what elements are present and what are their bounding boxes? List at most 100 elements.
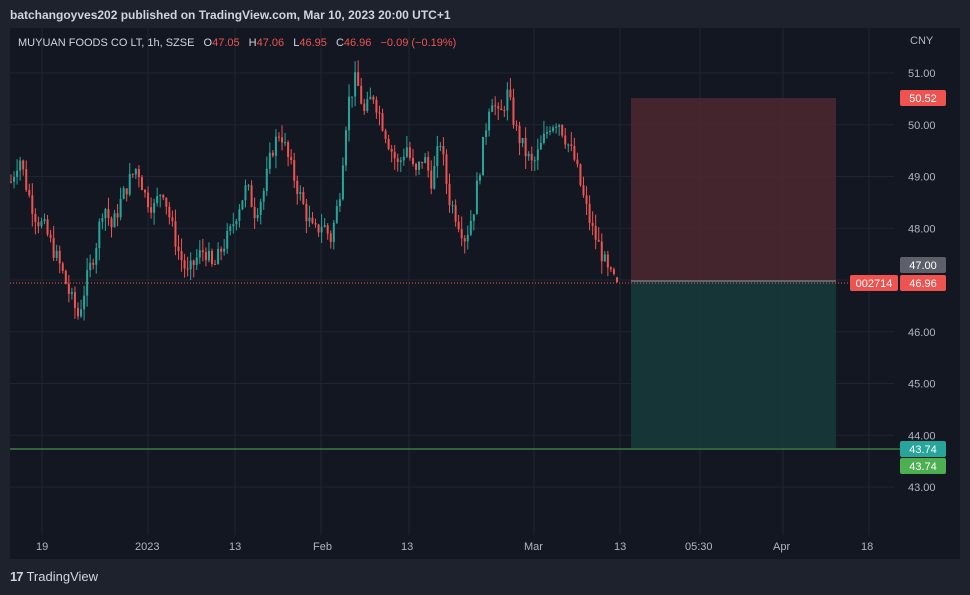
candle-body xyxy=(177,246,180,252)
legend-symbol: MUYUAN FOODS CO LT, 1h, SZSE xyxy=(18,37,194,49)
candle-body xyxy=(503,110,506,112)
legend-l-label: L xyxy=(293,37,299,49)
candle-body xyxy=(600,241,603,262)
candle-body xyxy=(369,96,372,100)
candle-body xyxy=(558,125,561,127)
candle-body xyxy=(427,157,430,171)
candle-body xyxy=(393,151,396,159)
candle-body xyxy=(351,96,354,98)
candle-body xyxy=(408,147,411,158)
candle-body xyxy=(259,201,262,215)
time-label-13a: 13 xyxy=(229,541,241,553)
candle-body xyxy=(311,217,314,224)
candle-body xyxy=(332,222,335,242)
candle-body xyxy=(281,137,284,143)
candle-body xyxy=(323,225,326,227)
candle-body xyxy=(49,234,52,238)
candle-body xyxy=(424,157,427,163)
badge-target-text: 50.52 xyxy=(909,93,937,105)
candle-body xyxy=(354,72,357,97)
badge-entry: 47.00 xyxy=(900,257,946,273)
candle-body xyxy=(439,146,442,148)
candle-body xyxy=(113,213,116,228)
candles xyxy=(10,60,618,321)
candle-body xyxy=(451,205,454,207)
candle-body xyxy=(500,108,503,111)
candle-body xyxy=(284,142,287,144)
candle-body xyxy=(348,96,351,131)
candle-body xyxy=(472,214,475,221)
candle-body xyxy=(247,185,250,187)
candle-body xyxy=(274,136,277,156)
badge-stop-bottom-text: 43.74 xyxy=(909,461,937,473)
candle-body xyxy=(162,195,165,198)
badge-target: 50.52 xyxy=(900,90,946,106)
candle-body xyxy=(317,224,320,233)
candle-body xyxy=(232,224,235,227)
price-tick-label: 43.00 xyxy=(908,482,936,494)
candle-body xyxy=(545,131,548,134)
candle-body xyxy=(104,209,107,219)
legend-change: −0.09 (−0.19%) xyxy=(380,37,456,49)
price-tick-label: 44.00 xyxy=(908,430,936,442)
badge-stop-top-text: 43.74 xyxy=(909,444,937,456)
time-axis: 19 2023 13 Feb 13 Mar 13 05:30 Apr 18 xyxy=(36,541,873,553)
candle-body xyxy=(576,159,579,165)
candle-body xyxy=(262,190,265,202)
candle-body xyxy=(436,146,439,166)
candle-body xyxy=(186,268,189,270)
candle-body xyxy=(268,152,271,169)
price-tick-label: 45.00 xyxy=(908,379,936,391)
target-zone[interactable] xyxy=(631,98,836,281)
candle-body xyxy=(585,195,588,204)
candle-body xyxy=(518,125,521,144)
candle-body xyxy=(153,203,156,213)
candle-body xyxy=(107,209,110,219)
candle-body xyxy=(542,133,545,144)
candle-body xyxy=(25,169,28,190)
candle-body xyxy=(125,188,128,195)
candle-body xyxy=(582,185,585,196)
candle-body xyxy=(299,192,302,194)
publisher-header: batchangoyves202 published on TradingVie… xyxy=(10,8,451,22)
candle-body xyxy=(13,176,16,182)
candle-body xyxy=(506,89,509,111)
candle-body xyxy=(466,234,469,242)
candle-body xyxy=(235,220,238,225)
time-label-13b: 13 xyxy=(401,541,413,553)
candle-body xyxy=(445,154,448,184)
candle-body xyxy=(189,260,192,270)
candle-body xyxy=(555,126,558,128)
stop-zone[interactable] xyxy=(631,281,836,448)
candle-body xyxy=(460,229,463,239)
candle-body xyxy=(488,111,491,131)
candle-body xyxy=(573,145,576,160)
time-label-2023: 2023 xyxy=(135,541,159,553)
candle-body xyxy=(570,144,573,146)
candle-body xyxy=(150,207,153,213)
candle-body xyxy=(159,195,162,197)
candle-body xyxy=(341,165,344,200)
candle-body xyxy=(405,147,408,157)
candle-body xyxy=(475,180,478,215)
candle-body xyxy=(171,217,174,222)
candle-body xyxy=(527,153,530,157)
candle-body xyxy=(128,173,131,195)
candle-body xyxy=(588,203,591,223)
candle-body xyxy=(195,257,198,265)
candle-body xyxy=(143,190,146,193)
candle-body xyxy=(296,180,299,194)
candle-body xyxy=(226,230,229,249)
candle-body xyxy=(594,225,597,240)
candle-body xyxy=(61,263,64,271)
candle-body xyxy=(335,206,338,223)
candle-body xyxy=(265,168,268,191)
candle-body xyxy=(609,267,612,270)
candle-body xyxy=(579,164,582,186)
candle-body xyxy=(326,225,329,234)
time-label-13c: 13 xyxy=(614,541,626,553)
candle-body xyxy=(86,270,89,296)
candle-body xyxy=(482,137,485,176)
candle-body xyxy=(512,97,515,125)
